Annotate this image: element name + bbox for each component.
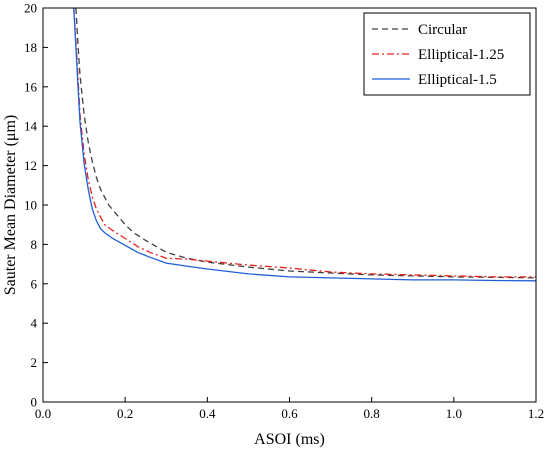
x-tick-label: 0.4 xyxy=(199,406,216,421)
y-tick-label: 0 xyxy=(31,395,38,410)
series-layer xyxy=(73,7,537,282)
ticks-layer: 0.0 0.2 0.4 0.6 0.8 1.0 1.2 0 2 4 6 8 10 12 14 16 18 20 xyxy=(24,1,544,422)
series-line-2 xyxy=(73,7,536,278)
y-tick-label: 16 xyxy=(24,79,38,94)
x-tick-label: 0.8 xyxy=(364,406,380,421)
x-tick-label: 0.6 xyxy=(281,406,298,421)
x-tick-label: 0.0 xyxy=(35,406,51,421)
x-tick-label: 1.0 xyxy=(446,406,462,421)
x-tick-label: 1.2 xyxy=(528,406,544,421)
y-tick-label: 4 xyxy=(31,316,38,331)
y-tick-label: 20 xyxy=(24,1,37,16)
x-tick-label: 0.2 xyxy=(117,406,133,421)
legend-label-2: Elliptical-1.25 xyxy=(418,47,504,63)
series-line-3 xyxy=(73,7,537,282)
y-axis-title: Sauter Mean Diameter (μm) xyxy=(2,115,19,296)
legend-label-1: Circular xyxy=(418,22,467,38)
legend-label-3: Elliptical-1.5 xyxy=(418,72,497,88)
y-tick-label: 10 xyxy=(24,198,37,213)
y-tick-label: 18 xyxy=(24,40,37,55)
y-tick-label: 14 xyxy=(24,119,38,134)
series-line-1 xyxy=(75,7,537,279)
legend: Circular Elliptical-1.25 Elliptical-1.5 xyxy=(363,12,531,96)
y-tick-label: 12 xyxy=(24,158,37,173)
y-tick-label: 8 xyxy=(31,237,38,252)
y-tick-label: 6 xyxy=(31,276,38,291)
y-tick-label: 2 xyxy=(31,355,38,370)
plot-frame xyxy=(42,7,537,403)
x-axis-title: ASOI (ms) xyxy=(254,431,325,448)
